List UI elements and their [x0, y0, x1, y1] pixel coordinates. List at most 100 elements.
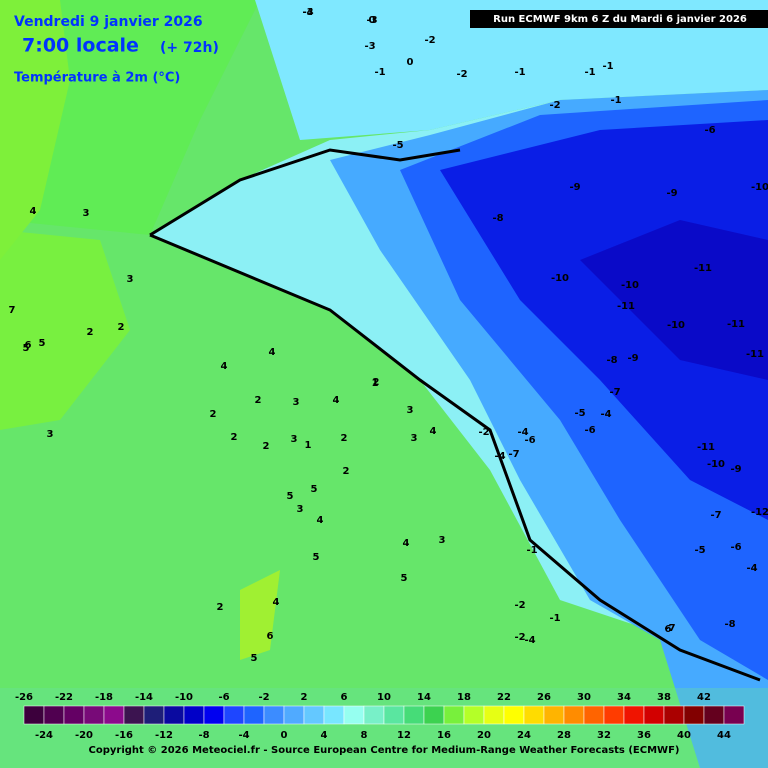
colorbar-cell: [503, 705, 525, 725]
colorbar-cell: [703, 705, 725, 725]
colorbar-cell: [463, 705, 485, 725]
contour-label: -5: [392, 140, 403, 151]
colorbar-cell: [343, 705, 365, 725]
colorbar-label: 22: [497, 692, 511, 703]
contour-label: -6: [730, 542, 741, 553]
contour-label: -12: [751, 507, 768, 518]
contour-label: 4: [403, 538, 410, 549]
colorbar-label: -2: [258, 692, 269, 703]
contour-label: -7: [664, 623, 675, 634]
contour-label: -1: [374, 67, 385, 78]
contour-label: 3: [291, 434, 298, 445]
contour-label: 4: [269, 347, 276, 358]
contour-label: -6: [584, 425, 595, 436]
colorbar-cell: [43, 705, 65, 725]
date: Vendredi 9 janvier 2026: [14, 14, 203, 30]
colorbar-cell: [143, 705, 165, 725]
colorbar-cell: [443, 705, 465, 725]
colorbar-cell: [643, 705, 665, 725]
contour-label: -4: [517, 427, 528, 438]
variable: Température à 2m (°C): [14, 71, 180, 86]
colorbar-cell: [683, 705, 705, 725]
contour-label: -10: [751, 182, 768, 193]
colorbar-label: 12: [397, 730, 411, 741]
colorbar-label: 4: [321, 730, 328, 741]
contour-label: -10: [707, 459, 725, 470]
colorbar-label: 0: [281, 730, 288, 741]
contour-label: -2: [514, 632, 525, 643]
contour-label: -10: [621, 280, 639, 291]
colorbar-label: 20: [477, 730, 491, 741]
colorbar-label: 18: [457, 692, 471, 703]
contour-label: -1: [549, 613, 560, 624]
contour-label: -2: [478, 427, 489, 438]
contour-label: 5: [311, 484, 318, 495]
contour-label: 3: [407, 405, 414, 416]
contour-label: 4: [221, 361, 228, 372]
contour-label: 1: [305, 440, 312, 451]
contour-label: -5: [694, 545, 705, 556]
colorbar-label: 28: [557, 730, 571, 741]
contour-label: -9: [666, 188, 677, 199]
colorbar-cell: [283, 705, 305, 725]
colorbar-label: -24: [35, 730, 53, 741]
contour-label: 5: [251, 653, 258, 664]
colorbar-label: -14: [135, 692, 153, 703]
contour-label: 3: [439, 535, 446, 546]
colorbar-label: -6: [218, 692, 229, 703]
colorbar-label: 10: [377, 692, 391, 703]
colorbar-label: 42: [697, 692, 711, 703]
contour-label: 5: [287, 491, 294, 502]
contour-labels: -30-3-2-10-2 -1-1-2-1-1-5-6-9 -10-9-8-11-1…: [9, 7, 768, 664]
colorbar-cell: [323, 705, 345, 725]
contour-label: 0: [407, 57, 414, 68]
contour-label: -5: [574, 408, 585, 419]
contour-label: 3: [47, 429, 54, 440]
contour-label: -6: [524, 435, 535, 446]
contour-label: 2: [118, 322, 125, 333]
contour-label: -7: [508, 449, 519, 460]
colorbar-cell: [383, 705, 405, 725]
colorbar-cell: [203, 705, 225, 725]
contour-label: -9: [730, 464, 741, 475]
contour-label: -6: [704, 125, 715, 136]
colorbar-cell: [583, 705, 605, 725]
colorbar-label: 38: [657, 692, 671, 703]
contour-label: -1: [584, 67, 595, 78]
colorbar-cell: [523, 705, 545, 725]
contour-label: 4: [273, 597, 280, 608]
contour-label: -2: [424, 35, 435, 46]
colorbar-cell: [663, 705, 685, 725]
zone-warm-2: [0, 0, 70, 260]
contour-label: 4: [333, 395, 340, 406]
contour-label: -2: [514, 600, 525, 611]
contour-label: 6: [25, 340, 32, 351]
zone-north: [255, 0, 768, 140]
zero-isotherm: [149, 148, 461, 237]
contour-label: -11: [697, 442, 715, 453]
colorbar-label: 36: [637, 730, 651, 741]
contour-label: 2: [210, 409, 217, 420]
colorbar-label: -12: [155, 730, 173, 741]
run-box: [470, 10, 768, 28]
contour-label: -10: [667, 320, 685, 331]
contour-label: 2: [217, 602, 224, 613]
contour-label: 6: [665, 624, 672, 635]
colorbar-label: -10: [175, 692, 193, 703]
contour-label: -9: [569, 182, 580, 193]
contour-label: -11: [746, 349, 764, 360]
zero-isotherm: [149, 233, 761, 682]
zone-warm: [0, 230, 130, 430]
colorbar-label: 40: [677, 730, 691, 741]
colorbar-cell: [303, 705, 325, 725]
contour-label: 0: [369, 15, 376, 26]
legend-band: [0, 688, 768, 768]
contour-label: 4: [317, 515, 324, 526]
contour-label: 2: [263, 441, 270, 452]
colorbar-cell: [183, 705, 205, 725]
contour-label: -1: [514, 67, 525, 78]
colorbar-label: -8: [198, 730, 209, 741]
colorbar-label: 30: [577, 692, 591, 703]
contour-label: 2: [341, 433, 348, 444]
